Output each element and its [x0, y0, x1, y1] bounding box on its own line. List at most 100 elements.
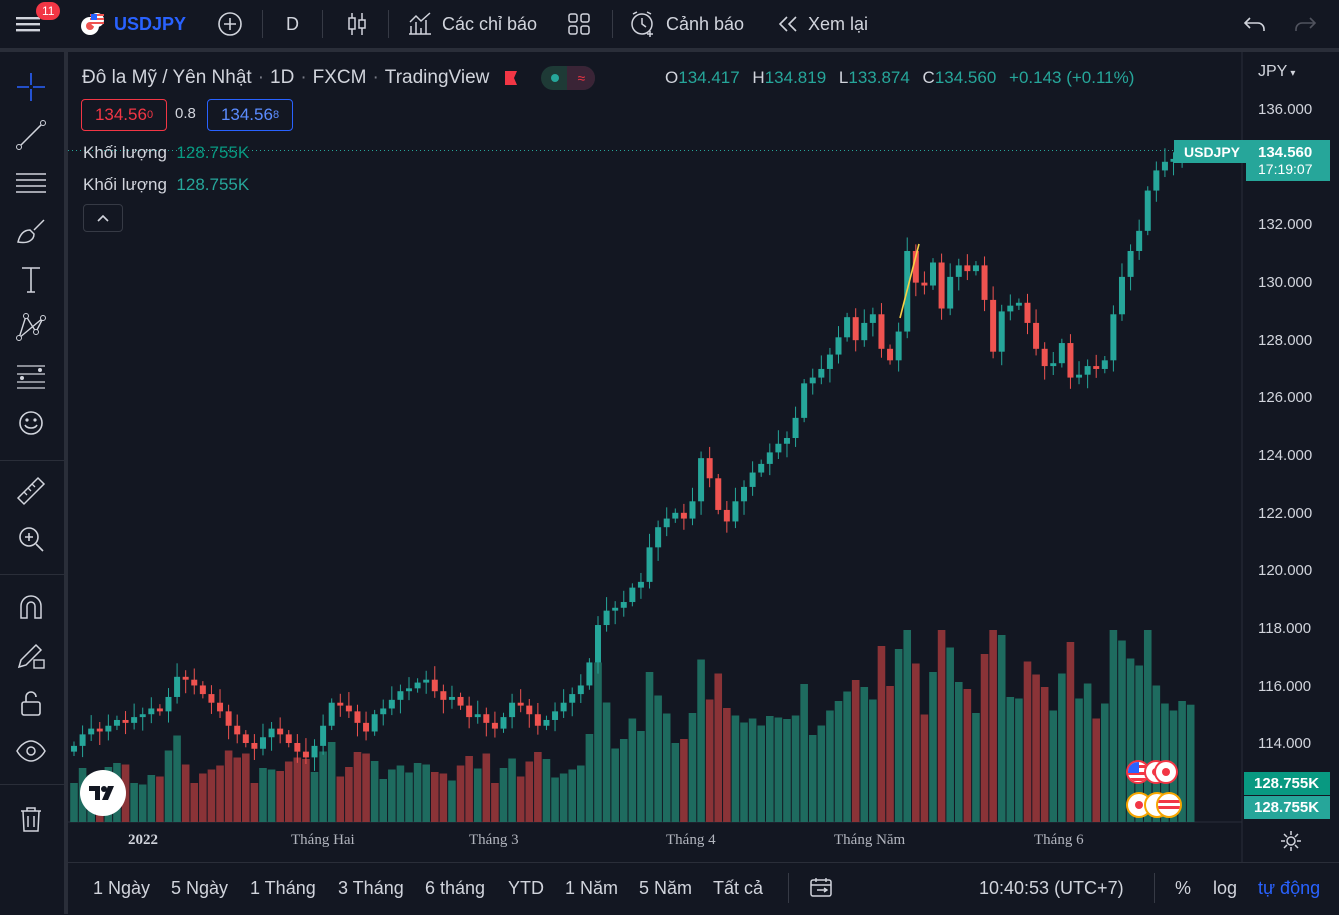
candle[interactable] [517, 702, 524, 706]
candle[interactable] [826, 354, 833, 369]
candle[interactable] [749, 472, 756, 487]
candle[interactable] [165, 696, 172, 712]
range-5y-button[interactable]: 5 Năm [639, 877, 693, 898]
candle[interactable] [844, 317, 851, 338]
price-scale[interactable]: JPY ▾ [1242, 52, 1339, 862]
range-1d-button[interactable]: 1 Ngày [93, 877, 151, 898]
candle[interactable] [1161, 161, 1168, 171]
layouts-button[interactable] [566, 0, 592, 48]
candle[interactable] [655, 527, 662, 548]
candle[interactable] [277, 728, 284, 735]
candle[interactable] [156, 708, 163, 712]
candle[interactable] [758, 463, 765, 473]
candle[interactable] [88, 728, 95, 735]
candle[interactable] [1101, 360, 1108, 369]
chart-settings-button[interactable] [1279, 829, 1303, 853]
candle[interactable] [723, 509, 730, 522]
magnet-tool[interactable] [12, 588, 50, 626]
candle[interactable] [680, 512, 687, 519]
candle[interactable] [981, 265, 988, 300]
icons-tool[interactable] [12, 404, 50, 442]
candle[interactable] [741, 486, 748, 502]
candle[interactable] [732, 501, 739, 522]
compare-button[interactable] [216, 0, 244, 48]
prediction-tool[interactable] [12, 356, 50, 394]
measure-tool[interactable] [12, 472, 50, 510]
lock-drawings-tool[interactable] [12, 684, 50, 722]
candle[interactable] [637, 581, 644, 588]
candle[interactable] [921, 282, 928, 286]
flag-icon[interactable] [503, 70, 519, 86]
candle[interactable] [972, 265, 979, 272]
candle[interactable] [990, 299, 997, 352]
candle[interactable] [71, 745, 77, 752]
range-6m-button[interactable]: 6 tháng [425, 877, 486, 898]
candle[interactable] [646, 547, 653, 582]
candle[interactable] [1050, 363, 1057, 367]
candle[interactable] [698, 458, 705, 502]
candle[interactable] [534, 714, 541, 726]
candle[interactable] [801, 383, 808, 418]
chart-type-button[interactable] [344, 0, 370, 48]
candle[interactable] [302, 751, 309, 758]
range-1m-button[interactable]: 1 Tháng [250, 877, 316, 898]
candle[interactable] [1076, 374, 1083, 378]
candle[interactable] [388, 699, 395, 709]
candle[interactable] [1136, 230, 1143, 251]
candle[interactable] [1058, 343, 1065, 364]
candle[interactable] [96, 728, 103, 732]
candle[interactable] [569, 694, 576, 703]
trend-line-tool[interactable] [12, 116, 50, 154]
candle[interactable] [818, 368, 825, 378]
candle[interactable] [577, 685, 584, 695]
candle[interactable] [1007, 305, 1014, 312]
candle[interactable] [672, 512, 679, 519]
indicators-button[interactable]: Các chỉ báo [406, 0, 537, 48]
range-ytd-button[interactable]: YTD [508, 877, 544, 898]
candle[interactable] [234, 725, 241, 735]
candle[interactable] [689, 501, 696, 519]
timezone-clock[interactable]: 10:40:53 (UTC+7) [979, 877, 1124, 898]
candle[interactable] [182, 676, 189, 680]
candle[interactable] [491, 722, 498, 729]
candle[interactable] [912, 250, 919, 283]
candle[interactable] [483, 714, 490, 723]
candle[interactable] [509, 702, 516, 718]
candle[interactable] [998, 311, 1005, 352]
candle[interactable] [131, 717, 138, 723]
candle[interactable] [208, 694, 215, 703]
candle[interactable] [431, 679, 438, 692]
candle[interactable] [259, 737, 266, 749]
us-event-icon-3[interactable] [1156, 792, 1182, 818]
candle[interactable] [612, 607, 619, 611]
volume-legend-2[interactable]: Khối lượng 128.755K [83, 175, 250, 194]
candle[interactable] [1084, 366, 1091, 375]
candle[interactable] [809, 377, 816, 384]
candle[interactable] [938, 262, 945, 309]
candle[interactable] [199, 685, 206, 695]
alerts-button[interactable]: Cảnh báo [628, 0, 744, 48]
symbol-search[interactable]: USDJPY [80, 0, 186, 48]
interval-button[interactable]: D [286, 13, 299, 34]
candle[interactable] [861, 322, 868, 341]
candle[interactable] [1033, 322, 1040, 349]
candle[interactable] [1015, 302, 1022, 306]
candle[interactable] [1067, 343, 1074, 378]
candle[interactable] [251, 743, 258, 749]
candle[interactable] [878, 314, 885, 349]
candle[interactable] [1144, 190, 1151, 231]
chart-area[interactable] [68, 52, 1339, 862]
candle[interactable] [552, 711, 559, 720]
candle[interactable] [1127, 250, 1134, 277]
jp-event-icon-2[interactable] [1154, 760, 1178, 784]
candle[interactable] [105, 725, 112, 732]
redo-button[interactable] [1292, 0, 1318, 48]
log-scale-button[interactable]: log [1213, 877, 1238, 898]
brush-tool[interactable] [12, 212, 50, 250]
candle[interactable] [1118, 276, 1125, 315]
stay-in-drawing-tool[interactable] [12, 636, 50, 674]
hide-drawings-tool[interactable] [12, 732, 50, 770]
sell-button[interactable]: 134.56 0 [81, 99, 167, 131]
menu-icon[interactable] [14, 0, 42, 48]
candle[interactable] [440, 691, 447, 700]
